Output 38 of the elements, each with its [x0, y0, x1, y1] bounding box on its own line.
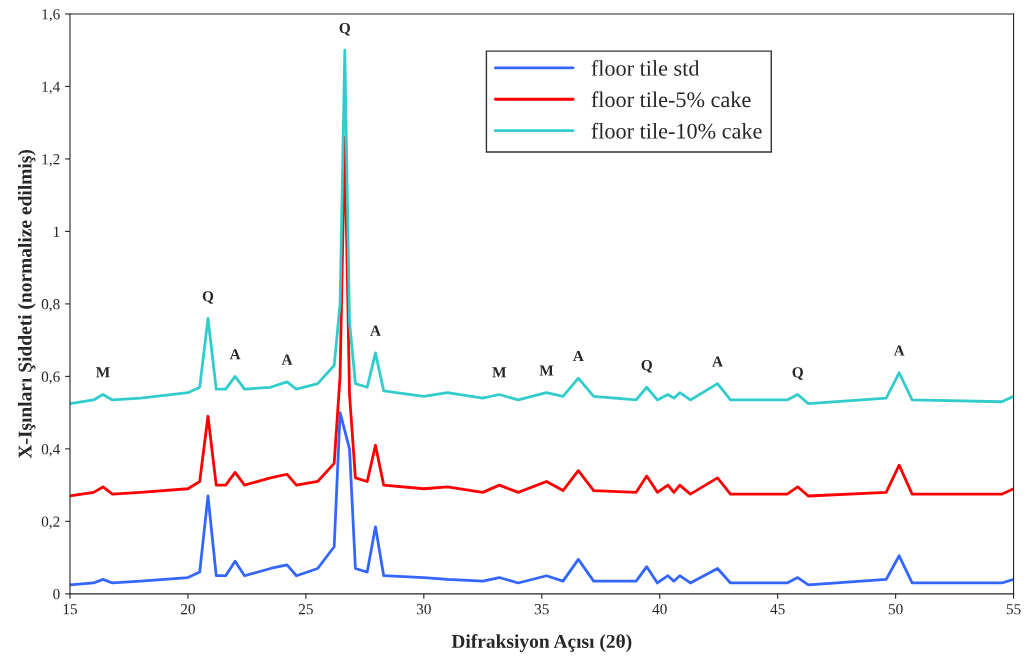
x-tick-label: 15: [63, 604, 78, 615]
annotation: A: [281, 354, 293, 365]
y-tick-label: 0,4: [41, 444, 61, 457]
y-tick-label: 0,6: [41, 371, 60, 385]
x-tick-label: 20: [180, 604, 195, 615]
line-series: [69, 411, 1014, 587]
annotation: A: [893, 345, 905, 356]
y-tick-label: 0: [53, 588, 60, 600]
annotation: Q: [202, 291, 214, 304]
y-tick-label: 0,2: [41, 516, 60, 530]
x-tick-label: 35: [534, 604, 549, 615]
line-series: [69, 48, 1014, 405]
x-tick-label: 45: [770, 604, 785, 615]
y-tick-label: 1,4: [42, 81, 61, 95]
y-tick-label: 1: [53, 226, 60, 237]
annotation: Q: [792, 367, 803, 380]
annotation: A: [229, 349, 241, 360]
annotation: M: [539, 365, 554, 376]
x-axis-title: Difraksiyon Açısı (2θ): [451, 634, 632, 652]
annotation: Q: [641, 360, 653, 373]
annotation: A: [370, 325, 381, 336]
y-axis-title: X-Işınları Şiddeti (normalize edilmiş): [17, 150, 36, 459]
legend-label: floor tile std: [591, 59, 700, 76]
x-tick-label: 55: [1006, 604, 1021, 615]
y-tick-label: 0,8: [41, 299, 60, 312]
annotation: Q: [339, 22, 351, 36]
legend-label: floor tile-10% cake: [591, 122, 762, 139]
x-tick-label: 25: [298, 604, 313, 615]
x-tick-label: 50: [888, 604, 903, 615]
annotation: A: [712, 356, 723, 367]
annotation: M: [96, 367, 110, 378]
y-tick-label: 1,2: [42, 154, 60, 167]
y-tick-label: 1,6: [42, 9, 60, 22]
annotation: A: [572, 350, 584, 362]
x-tick-label: 30: [416, 604, 431, 615]
annotation: M: [492, 367, 507, 378]
x-tick-label: 40: [652, 604, 667, 615]
legend-label: floor tile-5% cake: [591, 91, 751, 108]
